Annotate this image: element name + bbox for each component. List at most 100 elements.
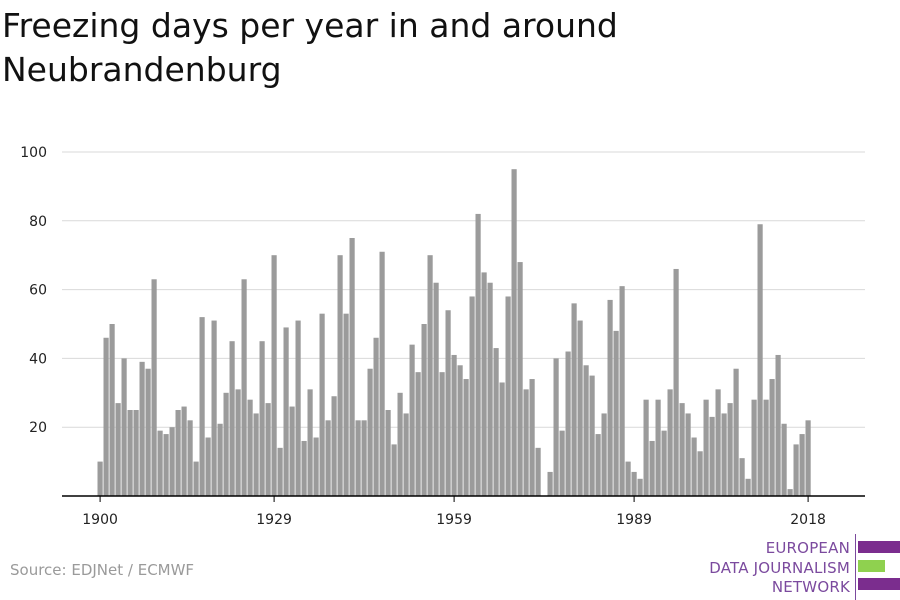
- bar-1903: [115, 403, 121, 496]
- bar-1906: [133, 410, 139, 496]
- bar-1961: [463, 379, 469, 496]
- bar-1904: [121, 358, 127, 496]
- bar-1991: [643, 399, 649, 496]
- x-tick-label: 1900: [82, 512, 118, 528]
- bar-1962: [469, 296, 475, 496]
- logo-purple-bar-top: [858, 541, 900, 553]
- bar-1955: [427, 255, 433, 496]
- y-axis: 20 40 60 80 100: [20, 145, 47, 436]
- bar-2017: [799, 434, 805, 496]
- bar-1963: [475, 213, 481, 497]
- bar-1956: [433, 282, 439, 496]
- bar-1981: [583, 365, 589, 496]
- bar-1944: [361, 420, 367, 496]
- bar-1975: [547, 471, 553, 496]
- bar-1988: [625, 461, 631, 496]
- bar-1951: [403, 413, 409, 496]
- y-tick-label: 60: [29, 283, 47, 299]
- bar-2009: [751, 399, 757, 496]
- bar-1937: [319, 313, 325, 496]
- logo-green-bar: [858, 560, 885, 572]
- bar-1954: [421, 324, 427, 496]
- source-note: Source: EDJNet / ECMWF: [10, 561, 195, 579]
- edjnet-logo: EUROPEAN DATA JOURNALISM NETWORK: [700, 532, 900, 600]
- bar-1985: [607, 299, 613, 496]
- bar-1932: [289, 406, 295, 496]
- bar-1947: [379, 251, 385, 496]
- bar-1965: [487, 282, 493, 496]
- bar-1946: [373, 337, 379, 496]
- bar-1927: [259, 341, 265, 496]
- bar-1912: [169, 427, 175, 496]
- bar-1958: [445, 310, 451, 496]
- bar-1919: [211, 320, 217, 496]
- bar-1972: [529, 379, 535, 496]
- bar-1973: [535, 447, 541, 496]
- bar-1939: [331, 396, 337, 496]
- bar-1940: [337, 255, 343, 496]
- bar-1930: [277, 447, 283, 496]
- y-tick-label: 40: [29, 351, 47, 367]
- bar-1925: [247, 399, 253, 496]
- bar-1900: [97, 461, 103, 496]
- bar-2002: [709, 416, 715, 496]
- bar-1921: [223, 392, 229, 496]
- x-tick-label: 2018: [790, 512, 826, 528]
- bar-1914: [181, 406, 187, 496]
- bar-1950: [397, 392, 403, 496]
- bar-1997: [679, 403, 685, 496]
- bar-1967: [499, 382, 505, 496]
- bar-1931: [283, 327, 289, 496]
- bar-1960: [457, 365, 463, 496]
- bar-1982: [589, 375, 595, 496]
- logo-line-european: EUROPEAN: [765, 539, 850, 557]
- bar-2015: [787, 489, 793, 496]
- bar-1923: [235, 389, 241, 496]
- bar-1918: [205, 437, 211, 496]
- bar-2012: [769, 379, 775, 496]
- x-tick-label: 1989: [616, 512, 652, 528]
- bar-1917: [199, 317, 205, 496]
- bar-1976: [553, 358, 559, 496]
- bar-2010: [757, 224, 763, 497]
- bar-1905: [127, 410, 133, 496]
- bar-1908: [145, 368, 151, 496]
- bar-1943: [355, 420, 361, 496]
- bar-2003: [715, 389, 721, 496]
- bar-1934: [301, 440, 307, 496]
- bar-1980: [577, 320, 583, 496]
- bar-1971: [523, 389, 529, 496]
- x-tick-label: 1929: [256, 512, 292, 528]
- bar-2011: [763, 399, 769, 496]
- bar-1986: [613, 330, 619, 496]
- bar-1901: [103, 337, 109, 496]
- bar-1915: [187, 420, 193, 496]
- bar-1998: [685, 413, 691, 496]
- bar-1964: [481, 272, 487, 496]
- bar-1910: [157, 430, 163, 496]
- bar-1970: [517, 262, 523, 496]
- y-tick-label: 100: [20, 145, 47, 161]
- bar-1959: [451, 354, 457, 496]
- bar-2005: [727, 403, 733, 496]
- bar-2004: [721, 413, 727, 496]
- y-tick-label: 20: [29, 420, 47, 436]
- bar-1993: [655, 399, 661, 496]
- bar-1948: [385, 410, 391, 496]
- bar-1966: [493, 348, 499, 496]
- bar-1945: [367, 368, 373, 496]
- bar-1920: [217, 423, 223, 496]
- bar-1996: [673, 268, 679, 496]
- bar-2018: [805, 420, 811, 496]
- bar-1990: [637, 478, 643, 496]
- bar-1933: [295, 320, 301, 496]
- bar-2013: [775, 354, 781, 496]
- bar-1978: [565, 351, 571, 496]
- bar-1928: [265, 403, 271, 496]
- logo-line-network: NETWORK: [771, 578, 850, 596]
- bar-2000: [697, 451, 703, 496]
- bar-1999: [691, 437, 697, 496]
- bar-1942: [349, 238, 355, 496]
- bar-1902: [109, 324, 115, 496]
